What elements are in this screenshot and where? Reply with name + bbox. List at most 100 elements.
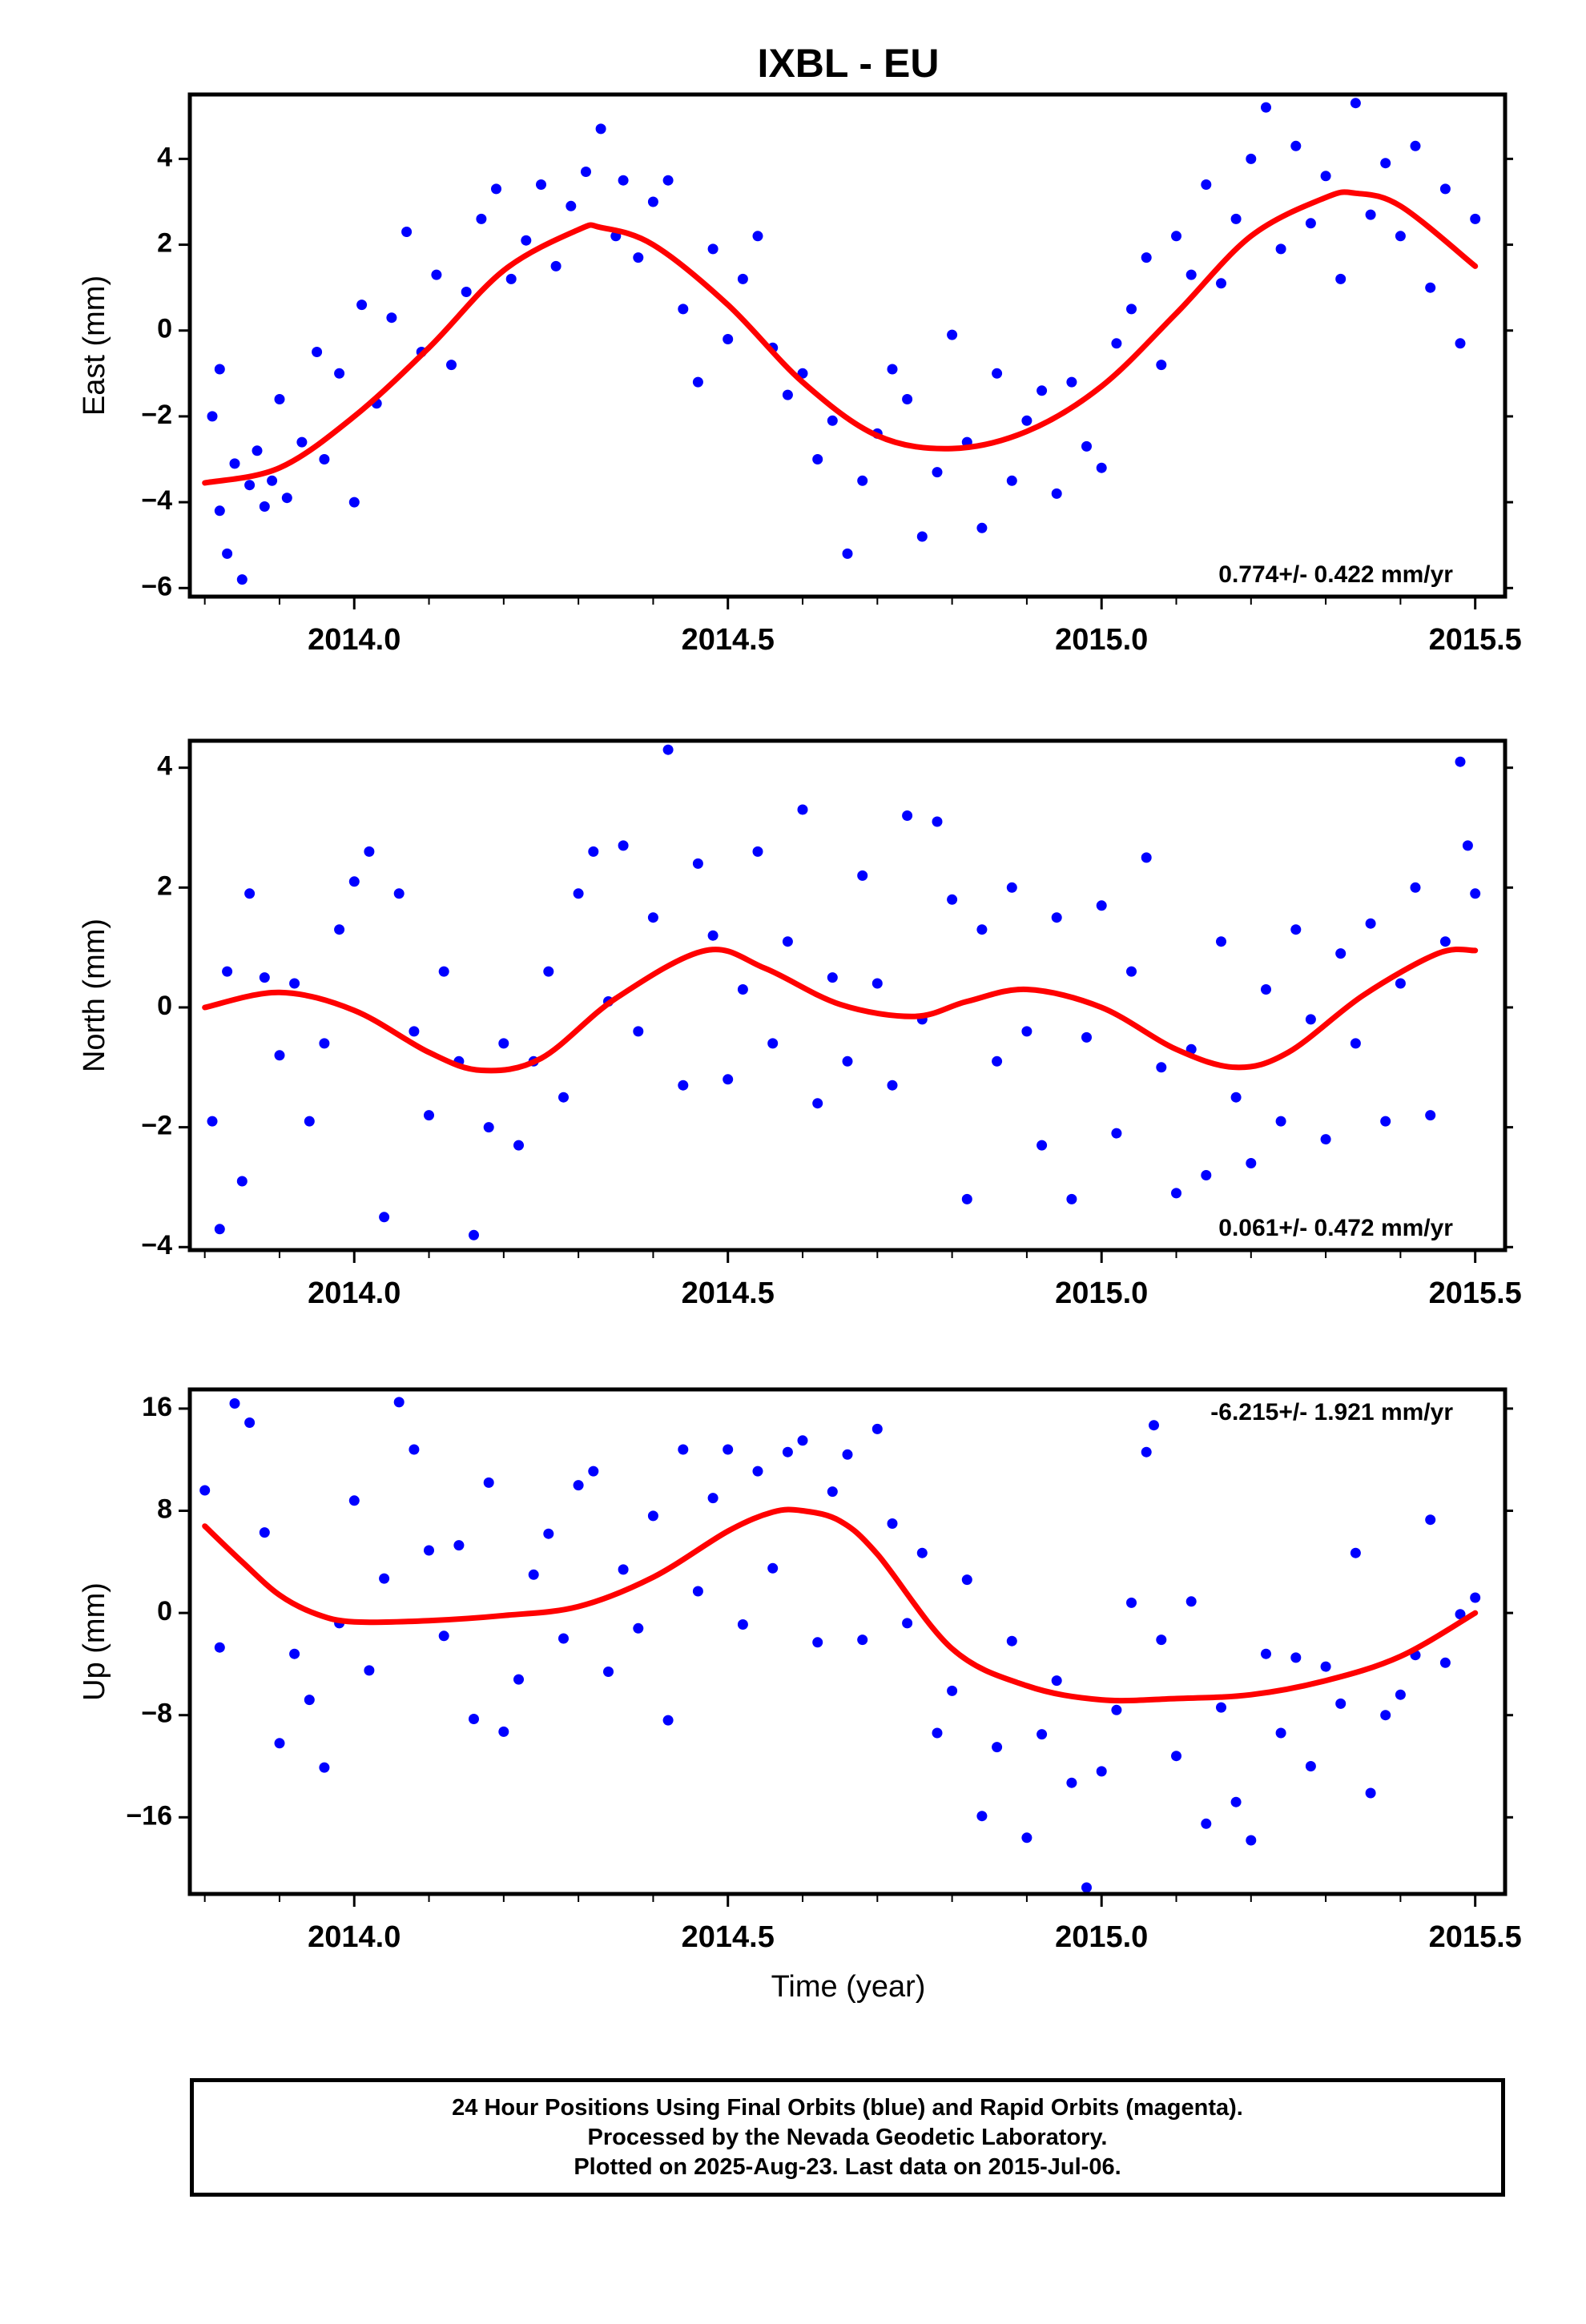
data-point: [932, 816, 943, 827]
data-point: [1021, 1026, 1033, 1037]
data-point: [229, 458, 240, 469]
data-point: [1156, 1062, 1167, 1073]
data-point: [812, 1098, 823, 1109]
data-point: [1230, 213, 1242, 224]
data-point: [1216, 1702, 1226, 1713]
data-point: [1395, 978, 1406, 989]
data-point: [1066, 1193, 1077, 1204]
data-point: [319, 454, 330, 464]
y-tick-label: 8: [157, 1494, 172, 1525]
data-point: [947, 894, 958, 905]
caption-line-3: Plotted on 2025-Aug-23. Last data on 201…: [574, 2153, 1121, 2180]
data-point: [1350, 1038, 1361, 1049]
data-point: [498, 1726, 509, 1737]
data-point: [707, 930, 719, 941]
data-point: [438, 966, 449, 977]
data-point: [214, 1642, 225, 1653]
data-point: [1380, 158, 1391, 169]
data-point: [1365, 209, 1376, 220]
data-point: [505, 273, 517, 284]
data-point: [857, 1634, 868, 1646]
data-point: [1425, 1514, 1436, 1526]
data-point: [1380, 1710, 1391, 1721]
data-point: [431, 269, 442, 280]
data-point: [236, 574, 248, 585]
data-point: [1201, 1818, 1212, 1829]
data-point: [438, 1630, 449, 1642]
data-point: [961, 1574, 972, 1586]
data-point: [707, 1493, 719, 1504]
data-point: [1216, 278, 1226, 289]
y-tick-label: 0: [157, 991, 172, 1021]
data-point: [1037, 1140, 1048, 1151]
data-point: [871, 978, 883, 989]
data-point: [1261, 102, 1271, 113]
data-point: [364, 846, 375, 857]
data-point: [1395, 231, 1406, 242]
data-point: [573, 1480, 584, 1491]
data-point: [737, 273, 748, 284]
data-point: [1185, 269, 1197, 280]
data-point: [289, 978, 300, 989]
data-point: [1365, 1787, 1376, 1799]
data-point: [1111, 338, 1122, 349]
y-tick-label: 0: [157, 1596, 172, 1626]
data-point: [453, 1540, 465, 1551]
data-point: [1006, 882, 1017, 893]
velocity-annotation: -6.215+/- 1.921 mm/yr: [1210, 1399, 1453, 1425]
data-point: [446, 360, 457, 371]
data-point: [1439, 936, 1451, 947]
data-point: [723, 334, 734, 344]
data-point: [536, 179, 546, 190]
data-point: [393, 888, 405, 899]
data-point: [1141, 852, 1152, 863]
plot-frame: [187, 1387, 1508, 1896]
data-point: [827, 1486, 838, 1498]
data-point: [207, 411, 218, 422]
x-tick-label: 2015.0: [1055, 623, 1148, 657]
data-point: [483, 1477, 494, 1488]
data-point: [319, 1762, 330, 1773]
data-point: [1156, 1634, 1167, 1646]
data-point: [947, 1685, 958, 1696]
data-point: [857, 475, 868, 486]
data-point: [521, 235, 532, 246]
data-point: [259, 1527, 270, 1538]
data-point: [229, 1398, 240, 1409]
data-point: [1081, 1031, 1092, 1043]
data-point: [767, 1562, 779, 1574]
data-point: [1126, 1597, 1137, 1608]
data-point: [469, 1229, 479, 1240]
data-point: [558, 1633, 569, 1644]
data-point: [961, 1193, 972, 1204]
data-point: [1066, 376, 1077, 388]
y-tick-label: −8: [141, 1699, 172, 1729]
data-point: [379, 1212, 390, 1223]
data-point: [618, 175, 629, 186]
y-tick-label: −16: [126, 1800, 172, 1831]
data-point: [348, 497, 360, 508]
data-point: [259, 501, 270, 512]
data-point: [1081, 1882, 1092, 1893]
data-point: [633, 1026, 644, 1037]
data-point: [1246, 1158, 1257, 1168]
data-point: [782, 936, 793, 947]
data-point: [692, 376, 703, 388]
data-point: [947, 329, 958, 340]
x-tick-label: 2014.0: [308, 623, 401, 657]
data-point: [692, 1586, 703, 1597]
data-point: [916, 531, 928, 542]
data-point: [1185, 1596, 1197, 1607]
data-point: [1365, 918, 1376, 929]
data-point: [334, 924, 345, 935]
y-tick-label: 2: [157, 228, 172, 259]
data-point: [662, 175, 674, 186]
y-axis-title: East (mm): [78, 275, 111, 416]
data-point: [1141, 252, 1152, 263]
data-point: [244, 480, 256, 491]
data-point: [692, 858, 703, 869]
data-point: [647, 196, 658, 207]
data-point: [1037, 1729, 1048, 1740]
up-panel: −16 −8 0 8 16 2014.0 2014.5 2015.0 2015.5 Up (mm)…: [78, 1387, 1522, 1954]
data-point: [289, 1648, 300, 1659]
